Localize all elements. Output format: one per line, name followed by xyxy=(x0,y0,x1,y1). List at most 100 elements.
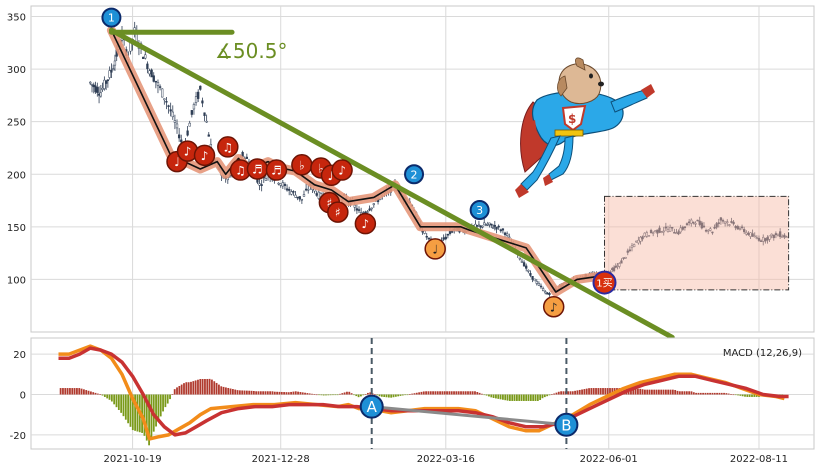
macd-histogram-bar xyxy=(346,391,348,395)
candle-body xyxy=(707,229,710,232)
macd-histogram-bar xyxy=(276,391,279,395)
macd-histogram-bar xyxy=(576,390,579,395)
macd-histogram-bar xyxy=(527,394,530,401)
highlight-box xyxy=(603,195,790,291)
candle-body xyxy=(423,230,426,234)
divergence-marker-label: B xyxy=(561,416,571,434)
macd-histogram-bar xyxy=(250,390,253,395)
candle-body xyxy=(188,122,191,127)
candle-body xyxy=(180,139,183,143)
note-marker-glyph: ♫ xyxy=(222,140,233,154)
price-y-tick-label: 150 xyxy=(7,223,26,234)
candle-body xyxy=(711,231,714,234)
candle-body xyxy=(626,250,629,253)
candle-body xyxy=(296,196,299,199)
macd-histogram-bar xyxy=(124,394,127,420)
macd-histogram-bar xyxy=(208,378,211,395)
note-marker-glyph: ♭ xyxy=(318,161,324,175)
macd-histogram-bar xyxy=(469,391,472,395)
macd-histogram-bar xyxy=(213,381,216,395)
candle-body xyxy=(685,223,689,226)
candle-body xyxy=(755,237,759,239)
note-marker-circle xyxy=(265,159,288,181)
macd-histogram-bar xyxy=(706,392,709,395)
candle-body xyxy=(112,68,115,70)
note-marker-glyph: ♬ xyxy=(271,164,282,178)
candle-body xyxy=(353,204,356,208)
macd-histogram-bar xyxy=(471,391,474,395)
candle-body xyxy=(622,257,625,259)
price-y-tick-labels: 100 150 200 250 300 350 xyxy=(7,13,26,287)
candle-body xyxy=(546,292,549,295)
candle-body xyxy=(713,227,716,229)
macd-histogram-bar xyxy=(64,388,67,395)
candle-body xyxy=(370,207,373,210)
candle-body xyxy=(715,223,718,228)
macd-histogram-bar xyxy=(432,391,434,395)
candle-body xyxy=(169,109,172,112)
candle-body xyxy=(283,183,287,186)
macd-histogram-bar xyxy=(443,391,446,395)
macd-histogram-bar xyxy=(585,388,588,395)
candle-body xyxy=(783,234,786,238)
macd-histogram-bar xyxy=(415,392,418,395)
macd-histogram-bar xyxy=(108,394,111,400)
price-y-tick-label: 250 xyxy=(7,118,26,129)
candle-body xyxy=(288,188,291,191)
candle-body xyxy=(632,244,636,248)
candle-body xyxy=(529,273,532,276)
candle-body xyxy=(156,82,160,86)
macd-histogram-bar xyxy=(739,394,742,396)
macd-histogram-bar xyxy=(488,394,490,397)
candle-body xyxy=(660,231,663,233)
macd-histogram-bar xyxy=(655,389,658,395)
macd-histogram-bar xyxy=(201,379,204,395)
macd-histogram-bar xyxy=(301,392,304,395)
macd-histogram-bar xyxy=(304,392,306,395)
macd-histogram-bar xyxy=(353,394,355,396)
candle-body xyxy=(728,224,731,226)
candle-body xyxy=(491,227,495,229)
x-tick-label: 2022-08-11 xyxy=(730,454,788,465)
macd-histogram-bar xyxy=(385,394,388,398)
macd-histogram-bar xyxy=(399,394,402,396)
macd-histogram-bar xyxy=(676,390,679,395)
macd-histogram-bar xyxy=(536,394,539,401)
macd-histogram-bar xyxy=(462,391,465,395)
macd-histogram-bar xyxy=(490,394,493,398)
candle-body xyxy=(643,232,646,237)
macd-histogram-bar xyxy=(313,394,316,395)
candle-body xyxy=(639,236,642,242)
macd-histogram-bar xyxy=(143,394,146,436)
candle-body xyxy=(307,188,310,191)
candle-body xyxy=(163,98,166,101)
macd-histogram-bar xyxy=(439,391,441,395)
macd-histogram-bar xyxy=(194,380,197,395)
candle-body xyxy=(146,63,149,70)
note-marker-glyph: ♪ xyxy=(338,164,346,178)
macd-histogram-bar xyxy=(336,394,339,396)
macd-histogram-bar xyxy=(89,391,92,395)
buy-marker-circle xyxy=(592,270,617,295)
candle-body xyxy=(635,240,638,243)
macd-histogram-bar xyxy=(548,394,551,396)
angle-label: ∡50.5° xyxy=(215,39,287,63)
macd-histogram-bar xyxy=(734,394,737,396)
candle-body xyxy=(148,70,151,75)
macd-histogram-bar xyxy=(266,391,269,395)
candle-body xyxy=(692,221,695,224)
note-marker-circle xyxy=(331,159,353,181)
macd-histogram-bar xyxy=(234,389,237,395)
candle-body xyxy=(664,226,668,229)
macd-histogram-bar xyxy=(653,389,656,395)
candle-body xyxy=(104,80,108,84)
candle-body xyxy=(501,228,505,231)
macd-histogram-bar xyxy=(262,391,265,395)
macd-histogram-bar xyxy=(183,383,185,395)
note-marker-circle xyxy=(354,212,377,235)
candle-body xyxy=(294,194,297,198)
price-y-tick-label: 100 xyxy=(7,275,26,286)
candle-body xyxy=(649,230,653,234)
macd-histogram-bar xyxy=(716,392,718,395)
macd-histogram-bar xyxy=(434,391,437,395)
